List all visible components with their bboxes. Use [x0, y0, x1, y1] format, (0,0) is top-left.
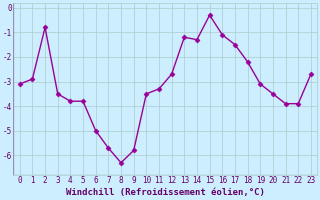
X-axis label: Windchill (Refroidissement éolien,°C): Windchill (Refroidissement éolien,°C)	[66, 188, 265, 197]
